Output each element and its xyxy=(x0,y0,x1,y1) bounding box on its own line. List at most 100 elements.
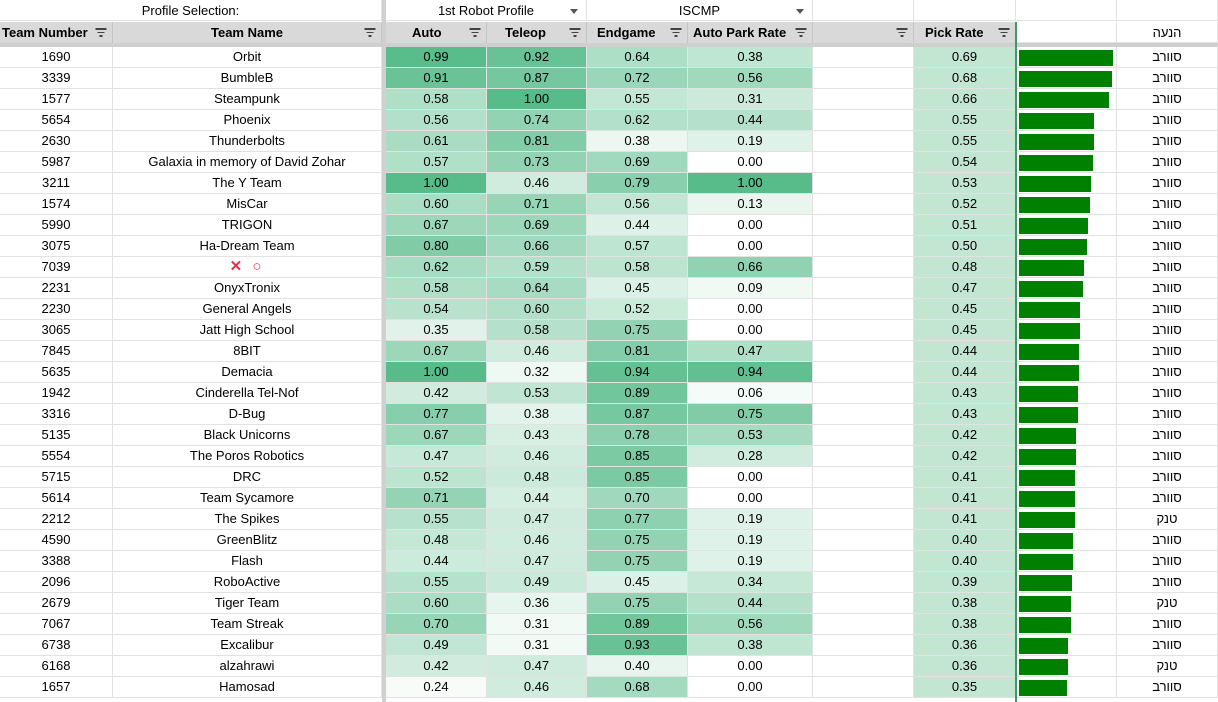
pick-rate-cell[interactable]: 0.50 xyxy=(914,236,1016,257)
auto-cell[interactable]: 0.42 xyxy=(386,383,487,404)
pick-rate-cell[interactable]: 0.53 xyxy=(914,173,1016,194)
auto-cell[interactable]: 0.99 xyxy=(386,47,487,68)
auto-park-rate-cell[interactable]: 0.19 xyxy=(688,530,813,551)
filter-icon[interactable] xyxy=(670,28,681,37)
endgame-cell[interactable]: 0.57 xyxy=(587,236,688,257)
team-name-cell[interactable]: General Angels xyxy=(113,299,382,320)
auto-park-rate-cell[interactable]: 0.56 xyxy=(688,614,813,635)
team-number-cell[interactable]: 5987 xyxy=(0,152,113,173)
auto-park-rate-cell[interactable]: 0.00 xyxy=(688,299,813,320)
team-name-cell[interactable]: Black Unicorns xyxy=(113,425,382,446)
teleop-cell[interactable]: 0.64 xyxy=(487,278,587,299)
pick-rate-bar-cell[interactable] xyxy=(1016,110,1117,131)
auto-cell[interactable]: 0.56 xyxy=(386,110,487,131)
auto-cell[interactable]: 0.57 xyxy=(386,152,487,173)
team-number-cell[interactable]: 7067 xyxy=(0,614,113,635)
auto-park-rate-cell[interactable]: 0.00 xyxy=(688,467,813,488)
pick-rate-cell[interactable]: 0.45 xyxy=(914,320,1016,341)
header-auto[interactable]: Auto xyxy=(386,22,487,43)
endgame-cell[interactable]: 0.85 xyxy=(587,446,688,467)
empty-cell[interactable] xyxy=(813,383,914,404)
auto-cell[interactable]: 0.48 xyxy=(386,530,487,551)
teleop-cell[interactable]: 0.46 xyxy=(487,341,587,362)
pick-rate-cell[interactable]: 0.69 xyxy=(914,47,1016,68)
empty-cell[interactable] xyxy=(813,362,914,383)
team-name-cell[interactable]: The Y Team xyxy=(113,173,382,194)
team-number-cell[interactable]: 1942 xyxy=(0,383,113,404)
empty-cell[interactable] xyxy=(813,68,914,89)
auto-cell[interactable]: 0.62 xyxy=(386,257,487,278)
auto-cell[interactable]: 0.54 xyxy=(386,299,487,320)
team-number-cell[interactable]: 7039 xyxy=(0,257,113,278)
empty-cell[interactable] xyxy=(1117,0,1218,21)
empty-cell[interactable] xyxy=(813,131,914,152)
auto-cell[interactable]: 0.44 xyxy=(386,551,487,572)
header-team-name[interactable]: Team Name xyxy=(113,22,382,43)
teleop-cell[interactable]: 0.59 xyxy=(487,257,587,278)
auto-park-rate-cell[interactable]: 0.34 xyxy=(688,572,813,593)
team-number-cell[interactable]: 5554 xyxy=(0,446,113,467)
team-name-cell[interactable]: Hamosad xyxy=(113,677,382,698)
pick-rate-bar-cell[interactable] xyxy=(1016,425,1117,446)
endgame-cell[interactable]: 0.68 xyxy=(587,677,688,698)
auto-park-rate-cell[interactable]: 0.31 xyxy=(688,89,813,110)
freeze-divider-vertical[interactable] xyxy=(382,0,386,702)
empty-cell[interactable] xyxy=(813,47,914,68)
team-name-cell[interactable]: Phoenix xyxy=(113,110,382,131)
filter-icon[interactable] xyxy=(795,28,806,37)
team-number-cell[interactable]: 3339 xyxy=(0,68,113,89)
teleop-cell[interactable]: 0.31 xyxy=(487,635,587,656)
endgame-cell[interactable]: 0.89 xyxy=(587,383,688,404)
team-name-cell[interactable]: The Spikes xyxy=(113,509,382,530)
auto-park-rate-cell[interactable]: 0.09 xyxy=(688,278,813,299)
auto-park-rate-cell[interactable]: 0.75 xyxy=(688,404,813,425)
role-cell[interactable]: סוורב xyxy=(1117,383,1218,404)
auto-park-rate-cell[interactable]: 0.19 xyxy=(688,131,813,152)
endgame-cell[interactable]: 0.55 xyxy=(587,89,688,110)
endgame-cell[interactable]: 0.70 xyxy=(587,488,688,509)
pick-rate-bar-cell[interactable] xyxy=(1016,173,1117,194)
empty-cell[interactable] xyxy=(813,425,914,446)
endgame-cell[interactable]: 0.75 xyxy=(587,530,688,551)
teleop-cell[interactable]: 0.66 xyxy=(487,236,587,257)
auto-cell[interactable]: 0.55 xyxy=(386,572,487,593)
endgame-cell[interactable]: 0.62 xyxy=(587,110,688,131)
endgame-cell[interactable]: 0.64 xyxy=(587,47,688,68)
pick-rate-bar-cell[interactable] xyxy=(1016,656,1117,677)
role-cell[interactable]: טנק xyxy=(1117,656,1218,677)
header-endgame[interactable]: Endgame xyxy=(587,22,688,43)
role-cell[interactable]: סוורב xyxy=(1117,488,1218,509)
role-cell[interactable]: סוורב xyxy=(1117,215,1218,236)
auto-park-rate-cell[interactable]: 0.94 xyxy=(688,362,813,383)
endgame-cell[interactable]: 0.75 xyxy=(587,551,688,572)
pick-rate-cell[interactable]: 0.41 xyxy=(914,488,1016,509)
auto-park-rate-cell[interactable]: 0.44 xyxy=(688,593,813,614)
team-name-cell[interactable]: OnyxTronix xyxy=(113,278,382,299)
teleop-cell[interactable]: 0.46 xyxy=(487,677,587,698)
pick-rate-bar-cell[interactable] xyxy=(1016,635,1117,656)
auto-park-rate-cell[interactable]: 0.56 xyxy=(688,68,813,89)
empty-cell[interactable] xyxy=(813,467,914,488)
endgame-cell[interactable]: 0.77 xyxy=(587,509,688,530)
pick-rate-bar-cell[interactable] xyxy=(1016,551,1117,572)
auto-cell[interactable]: 1.00 xyxy=(386,173,487,194)
team-name-cell[interactable]: Steampunk xyxy=(113,89,382,110)
role-cell[interactable]: סוורב xyxy=(1117,152,1218,173)
pick-rate-cell[interactable]: 0.41 xyxy=(914,509,1016,530)
empty-cell[interactable] xyxy=(813,299,914,320)
team-name-cell[interactable]: Galaxia in memory of David Zohar xyxy=(113,152,382,173)
pick-rate-bar-cell[interactable] xyxy=(1016,383,1117,404)
team-name-cell[interactable]: Flash xyxy=(113,551,382,572)
pick-rate-cell[interactable]: 0.55 xyxy=(914,131,1016,152)
empty-cell[interactable] xyxy=(813,488,914,509)
role-cell[interactable]: טנק xyxy=(1117,593,1218,614)
auto-park-rate-cell[interactable]: 0.47 xyxy=(688,341,813,362)
endgame-cell[interactable]: 0.45 xyxy=(587,572,688,593)
role-cell[interactable]: סוורב xyxy=(1117,446,1218,467)
header-pick-rate[interactable]: Pick Rate xyxy=(914,22,1016,43)
team-number-cell[interactable]: 5715 xyxy=(0,467,113,488)
empty-cell[interactable] xyxy=(813,320,914,341)
endgame-cell[interactable]: 0.56 xyxy=(587,194,688,215)
pick-rate-bar-cell[interactable] xyxy=(1016,194,1117,215)
auto-cell[interactable]: 0.47 xyxy=(386,446,487,467)
